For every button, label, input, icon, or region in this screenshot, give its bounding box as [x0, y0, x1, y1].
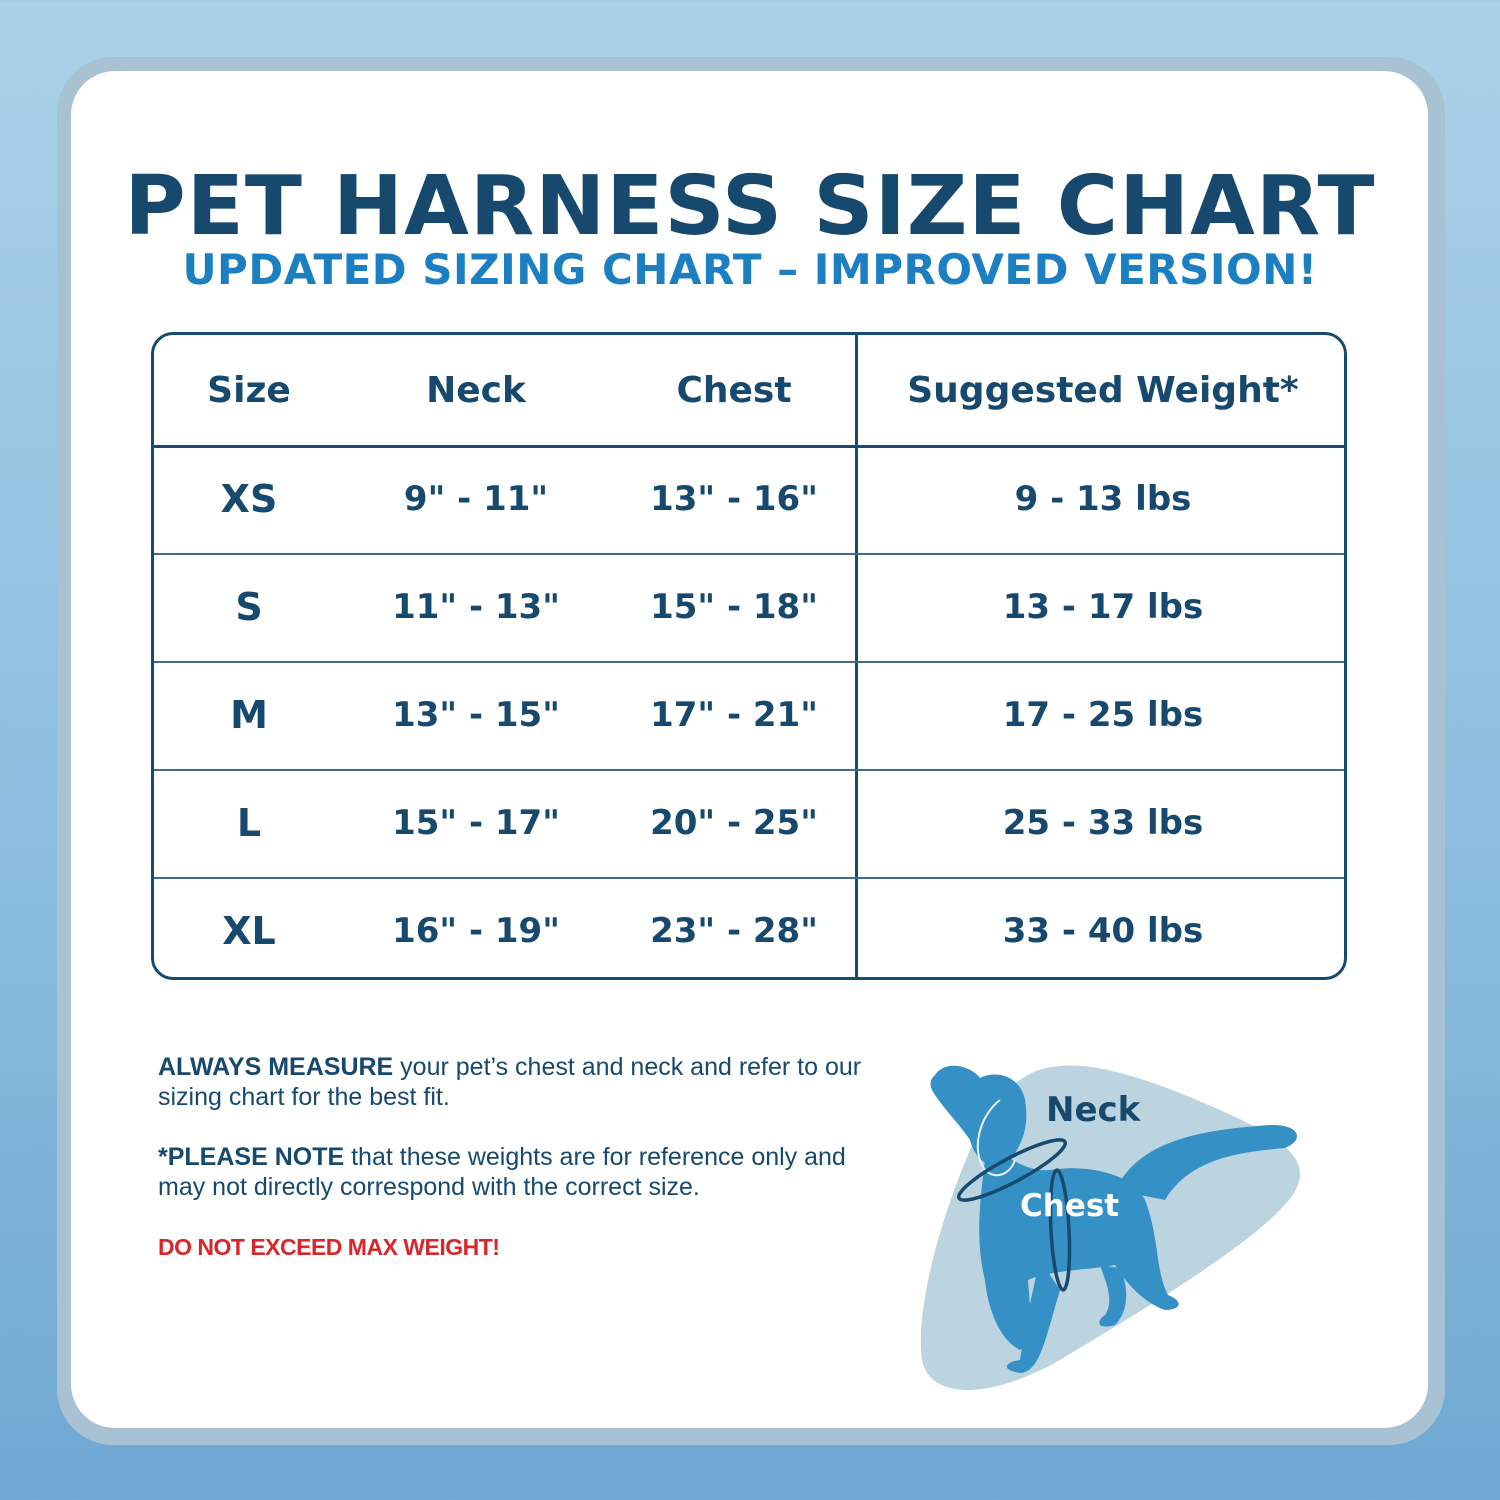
chest-cell: 23" - 28" — [650, 911, 818, 951]
chest-cell: 15" - 18" — [650, 587, 818, 627]
weight-cell: 17 - 25 lbs — [1002, 695, 1204, 735]
header-weight: Suggested Weight* — [907, 369, 1299, 411]
neck-cell: 9" - 11" — [403, 479, 549, 519]
neck-label: Neck — [1046, 1090, 1141, 1130]
weight-cell: 33 - 40 lbs — [1002, 911, 1204, 951]
table-row: M 13" - 15" 17" - 21" 17 - 25 lbs — [154, 661, 1344, 771]
measure-note: ALWAYS MEASURE your pet’s chest and neck… — [158, 1052, 878, 1112]
size-cell: M — [230, 693, 268, 737]
size-cell: S — [235, 585, 263, 629]
header-chest: Chest — [676, 369, 792, 411]
weight-disclaimer-emphasis: *PLEASE NOTE — [158, 1143, 345, 1171]
table-row: L 15" - 17" 20" - 25" 25 - 33 lbs — [154, 769, 1344, 879]
chest-cell: 17" - 21" — [650, 695, 818, 735]
size-table: Size Neck Chest Suggested Weight* XS 9" … — [151, 332, 1347, 980]
table-row: S 11" - 13" 15" - 18" 13 - 17 lbs — [154, 553, 1344, 663]
weight-cell: 25 - 33 lbs — [1002, 803, 1204, 843]
chest-label: Chest — [1020, 1188, 1120, 1224]
neck-cell: 13" - 15" — [392, 695, 560, 735]
page-subtitle: UPDATED SIZING CHART – IMPROVED VERSION! — [182, 245, 1318, 294]
measure-note-text: your pet’s chest and neck and refer to o… — [158, 1053, 862, 1111]
size-cell: XS — [220, 477, 278, 521]
table-row: XS 9" - 11" 13" - 16" 9 - 13 lbs — [154, 445, 1344, 555]
page-title: PET HARNESS SIZE CHART — [124, 159, 1376, 254]
chest-cell: 13" - 16" — [650, 479, 818, 519]
weight-cell: 13 - 17 lbs — [1002, 587, 1204, 627]
table-header-row: Size Neck Chest Suggested Weight* — [154, 335, 1344, 448]
size-cell: L — [236, 801, 262, 845]
neck-cell: 11" - 13" — [392, 587, 560, 627]
measure-note-emphasis: ALWAYS MEASURE — [158, 1053, 394, 1081]
chest-cell: 20" - 25" — [650, 803, 818, 843]
header-size: Size — [207, 369, 291, 411]
weight-disclaimer-text: that these weights are for reference onl… — [158, 1143, 846, 1201]
weight-disclaimer: *PLEASE NOTE that these weights are for … — [158, 1142, 878, 1202]
header-neck: Neck — [426, 369, 526, 411]
table-row: XL 16" - 19" 23" - 28" 33 - 40 lbs — [154, 877, 1344, 977]
size-cell: XL — [222, 909, 276, 953]
max-weight-warning: DO NOT EXCEED MAX WEIGHT! — [158, 1234, 500, 1260]
sizing-notes: ALWAYS MEASURE your pet’s chest and neck… — [158, 1052, 878, 1292]
column-divider — [855, 335, 858, 977]
dog-silhouette-icon — [920, 1065, 1300, 1390]
neck-cell: 16" - 19" — [392, 911, 560, 951]
neck-cell: 15" - 17" — [392, 803, 560, 843]
weight-cell: 9 - 13 lbs — [1014, 479, 1192, 519]
